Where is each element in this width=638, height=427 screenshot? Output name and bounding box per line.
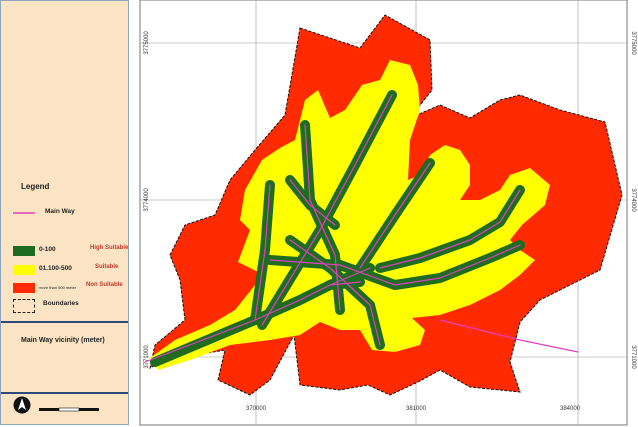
boundaries-label: Boundaries	[43, 300, 79, 307]
legend-main-way: Main Way	[13, 207, 131, 219]
legend-class-low: more than 500 meter Non Suitable	[13, 282, 131, 294]
x-tick-3: 384000	[560, 406, 581, 412]
y-tick-2: 3774000	[144, 188, 150, 212]
class-low: Non Suitable	[86, 282, 123, 288]
legend-panel: Legend Main Way 0-100 High Suitable 01.1…	[0, 0, 129, 425]
swatch-high	[13, 246, 35, 256]
swatch-boundaries	[13, 299, 35, 313]
range-high: 0-100	[39, 246, 56, 253]
scale-bar	[39, 407, 99, 412]
swatch-mid	[13, 265, 35, 275]
legend-boundaries: Boundaries	[13, 299, 131, 313]
vicinity-title: Main Way vicinity (meter)	[21, 337, 105, 344]
x-tick-2: 381000	[406, 406, 427, 412]
panel-divider-top	[1, 321, 128, 323]
legend-class-mid: 01.100-500 Suitable	[13, 264, 131, 276]
y-tick-1: 3775000	[144, 31, 150, 55]
y-tick-3: 3771000	[144, 345, 150, 369]
y-tick-right-3: 3771000	[630, 345, 636, 369]
x-tick-1: 370000	[246, 406, 267, 412]
class-high: High Suitable	[90, 245, 129, 251]
main-way-roads	[144, 94, 579, 363]
map-frame	[139, 0, 628, 426]
swatch-low	[13, 283, 35, 293]
legend-class-high: 0-100 High Suitable	[13, 245, 131, 257]
zone-suitable	[150, 60, 550, 370]
legend-title: Legend	[21, 182, 50, 191]
north-arrow-icon	[13, 396, 31, 414]
class-mid: Suitable	[95, 264, 119, 270]
main-way-label: Main Way	[45, 208, 75, 215]
y-tick-right-1: 3775000	[630, 31, 636, 55]
range-low: more than 500 meter	[39, 285, 77, 290]
main-way-line-icon	[13, 212, 35, 214]
y-tick-right-2: 3774000	[630, 188, 636, 212]
panel-divider-bottom	[1, 392, 128, 394]
range-mid: 01.100-500	[39, 265, 72, 272]
